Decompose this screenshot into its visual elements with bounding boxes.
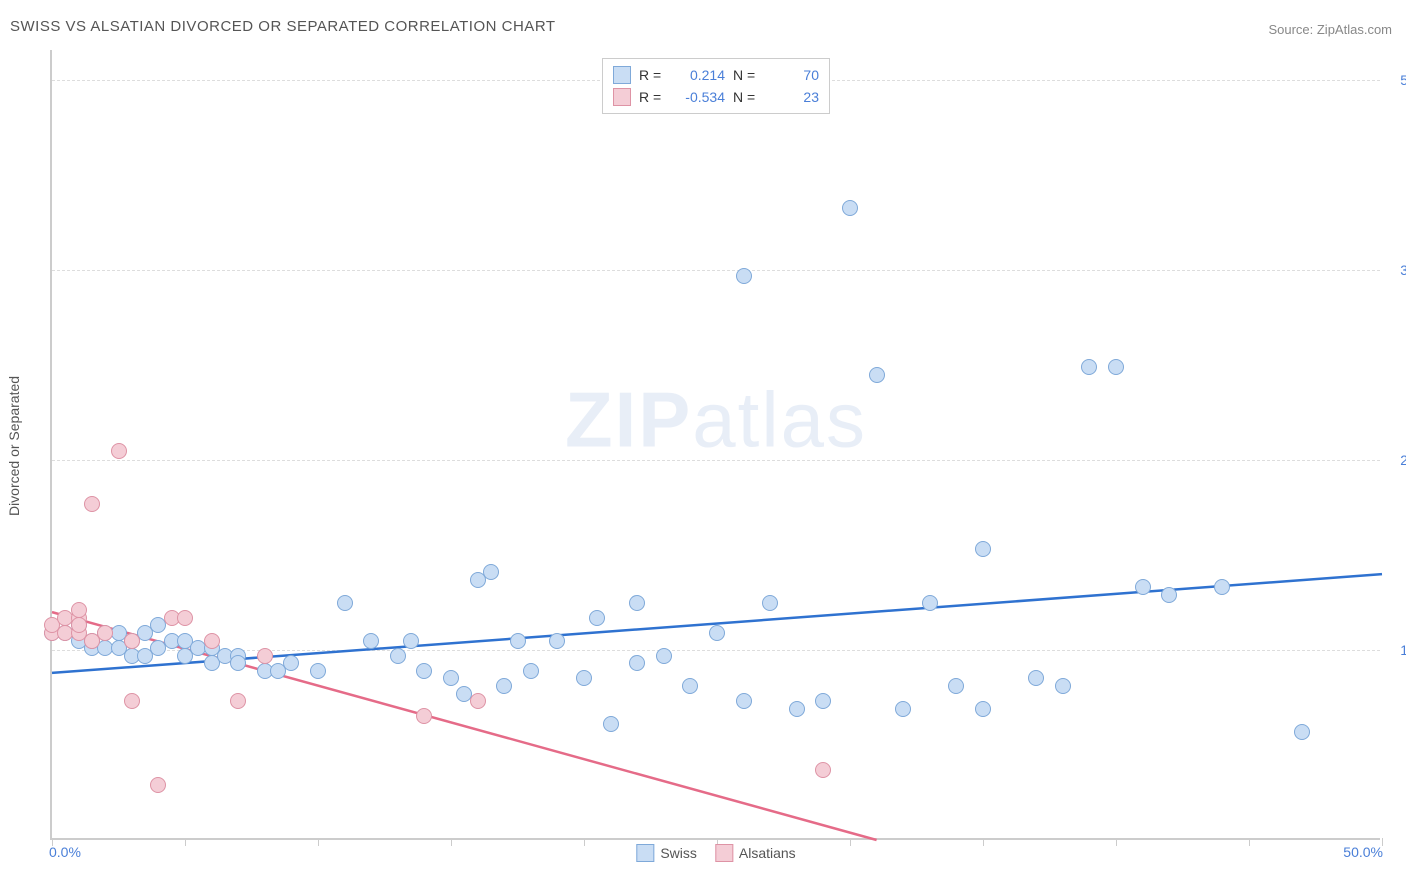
data-point-swiss bbox=[789, 701, 805, 717]
data-point-alsatians bbox=[230, 693, 246, 709]
data-point-swiss bbox=[1161, 587, 1177, 603]
legend-row-alsatians: R = -0.534 N = 23 bbox=[613, 86, 819, 108]
data-point-swiss bbox=[310, 663, 326, 679]
data-point-swiss bbox=[736, 268, 752, 284]
regression-lines bbox=[52, 50, 1382, 840]
data-point-alsatians bbox=[815, 762, 831, 778]
data-point-swiss bbox=[975, 541, 991, 557]
x-axis-min-label: 0.0% bbox=[49, 844, 81, 860]
legend-item-swiss: Swiss bbox=[636, 844, 697, 862]
data-point-swiss bbox=[656, 648, 672, 664]
data-point-swiss bbox=[1081, 359, 1097, 375]
data-point-swiss bbox=[1055, 678, 1071, 694]
data-point-swiss bbox=[1214, 579, 1230, 595]
swatch-swiss bbox=[636, 844, 654, 862]
data-point-swiss bbox=[523, 663, 539, 679]
data-point-alsatians bbox=[177, 610, 193, 626]
plot-area: ZIPatlas 12.5%25.0%37.5%50.0% R = 0.214 … bbox=[50, 50, 1380, 840]
legend-item-alsatians: Alsatians bbox=[715, 844, 796, 862]
data-point-swiss bbox=[283, 655, 299, 671]
data-point-swiss bbox=[709, 625, 725, 641]
swatch-alsatians bbox=[613, 88, 631, 106]
data-point-alsatians bbox=[84, 496, 100, 512]
y-axis-label: Divorced or Separated bbox=[6, 376, 22, 516]
data-point-swiss bbox=[1108, 359, 1124, 375]
data-point-swiss bbox=[922, 595, 938, 611]
source-label: Source: ZipAtlas.com bbox=[1268, 22, 1392, 37]
data-point-alsatians bbox=[111, 443, 127, 459]
data-point-swiss bbox=[815, 693, 831, 709]
data-point-alsatians bbox=[204, 633, 220, 649]
n-label: N = bbox=[733, 89, 761, 105]
legend-correlation: R = 0.214 N = 70 R = -0.534 N = 23 bbox=[602, 58, 830, 114]
data-point-alsatians bbox=[97, 625, 113, 641]
regression-line-swiss bbox=[52, 574, 1382, 673]
data-point-alsatians bbox=[71, 602, 87, 618]
data-point-swiss bbox=[948, 678, 964, 694]
y-tick-label: 37.5% bbox=[1385, 262, 1406, 278]
data-point-alsatians bbox=[416, 708, 432, 724]
data-point-swiss bbox=[549, 633, 565, 649]
data-point-swiss bbox=[869, 367, 885, 383]
data-point-swiss bbox=[682, 678, 698, 694]
data-point-swiss bbox=[975, 701, 991, 717]
r-value-swiss: 0.214 bbox=[675, 67, 725, 83]
n-value-alsatians: 23 bbox=[769, 89, 819, 105]
data-point-swiss bbox=[1028, 670, 1044, 686]
x-axis-max-label: 50.0% bbox=[1343, 844, 1383, 860]
data-point-swiss bbox=[1294, 724, 1310, 740]
data-point-swiss bbox=[416, 663, 432, 679]
data-point-swiss bbox=[629, 655, 645, 671]
y-tick-label: 25.0% bbox=[1385, 452, 1406, 468]
data-point-swiss bbox=[842, 200, 858, 216]
data-point-swiss bbox=[762, 595, 778, 611]
data-point-swiss bbox=[510, 633, 526, 649]
legend-label-swiss: Swiss bbox=[660, 845, 697, 861]
data-point-swiss bbox=[629, 595, 645, 611]
data-point-alsatians bbox=[150, 777, 166, 793]
n-label: N = bbox=[733, 67, 761, 83]
legend-row-swiss: R = 0.214 N = 70 bbox=[613, 64, 819, 86]
chart-title: SWISS VS ALSATIAN DIVORCED OR SEPARATED … bbox=[10, 18, 556, 35]
data-point-alsatians bbox=[71, 617, 87, 633]
data-point-alsatians bbox=[470, 693, 486, 709]
data-point-swiss bbox=[895, 701, 911, 717]
data-point-swiss bbox=[337, 595, 353, 611]
data-point-swiss bbox=[363, 633, 379, 649]
data-point-swiss bbox=[403, 633, 419, 649]
legend-label-alsatians: Alsatians bbox=[739, 845, 796, 861]
swatch-swiss bbox=[613, 66, 631, 84]
y-tick-label: 50.0% bbox=[1385, 72, 1406, 88]
legend-series: Swiss Alsatians bbox=[636, 844, 795, 862]
r-label: R = bbox=[639, 89, 667, 105]
n-value-swiss: 70 bbox=[769, 67, 819, 83]
data-point-swiss bbox=[483, 564, 499, 580]
r-value-alsatians: -0.534 bbox=[675, 89, 725, 105]
data-point-swiss bbox=[736, 693, 752, 709]
data-point-swiss bbox=[496, 678, 512, 694]
data-point-swiss bbox=[1135, 579, 1151, 595]
data-point-alsatians bbox=[257, 648, 273, 664]
data-point-swiss bbox=[390, 648, 406, 664]
data-point-swiss bbox=[230, 655, 246, 671]
r-label: R = bbox=[639, 67, 667, 83]
data-point-swiss bbox=[589, 610, 605, 626]
y-tick-label: 12.5% bbox=[1385, 642, 1406, 658]
data-point-alsatians bbox=[124, 633, 140, 649]
swatch-alsatians bbox=[715, 844, 733, 862]
data-point-swiss bbox=[443, 670, 459, 686]
data-point-swiss bbox=[576, 670, 592, 686]
data-point-swiss bbox=[603, 716, 619, 732]
data-point-alsatians bbox=[124, 693, 140, 709]
